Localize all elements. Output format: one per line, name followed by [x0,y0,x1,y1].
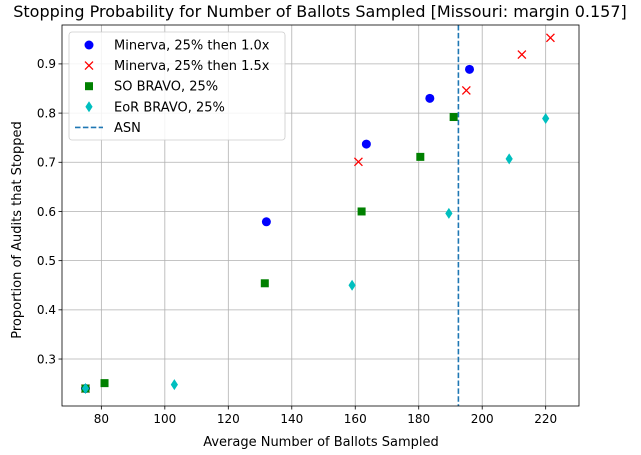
data-point [465,64,475,74]
y-tick-label: 0.9 [37,57,56,71]
x-tick-label: 160 [344,412,367,426]
x-tick-label: 200 [471,412,494,426]
legend: Minerva, 25% then 1.0x Minerva, 25% then … [68,31,286,141]
data-point [81,383,90,395]
chart-title: Stopping Probability for Number of Ballo… [13,2,627,21]
y-tick-label: 0.8 [37,106,56,120]
y-tick-label: 0.6 [37,205,56,219]
data-points [80,33,555,395]
data-point [449,113,458,122]
data-point [542,113,550,125]
x-axis-label: Average Number of Ballots Sampled [203,435,439,450]
data-point [505,153,513,165]
data-point [261,217,271,227]
data-point [348,279,356,291]
data-point [425,93,435,103]
legend-marker [84,40,94,50]
data-point [100,379,109,388]
x-tick-label: 100 [153,412,176,426]
legend-label: Minerva, 25% then 1.5x [114,59,270,74]
data-point [170,379,178,391]
legend-marker [85,101,93,113]
legend-label: EoR BRAVO, 25% [114,100,225,115]
x-tick-label: 140 [280,412,303,426]
plot-area-frame [61,24,580,407]
legend-item: ASN [75,121,141,136]
y-tick-label: 0.4 [37,303,56,317]
legend-label: SO BRAVO, 25% [114,80,218,95]
x-tick-label: 80 [94,412,109,426]
legend-item: Minerva, 25% then 1.0x [84,39,270,54]
data-point [353,157,363,167]
y-axis-label: Proportion of Audits that Stopped [10,121,25,338]
legend-label: Minerva, 25% then 1.0x [114,39,270,54]
data-point [416,152,425,161]
legend-box [68,31,286,141]
y-tick-label: 0.7 [37,156,56,170]
y-tick-label: 0.5 [37,254,56,268]
x-tick-label: 220 [534,412,557,426]
legend-item: EoR BRAVO, 25% [85,100,225,115]
x-tick-label: 120 [217,412,240,426]
legend-marker [84,61,94,71]
axis-ticks: 80 100 120 140 160 180 200 220 0.3 0.4 0.5 0.6 0.7 0.… [37,57,557,426]
legend-label: ASN [114,121,141,136]
x-tick-label: 180 [407,412,430,426]
legend-item: SO BRAVO, 25% [85,80,218,95]
data-point [260,279,269,288]
data-point [357,207,366,216]
legend-item: Minerva, 25% then 1.5x [84,59,270,74]
data-point [361,139,371,149]
legend-marker [85,82,93,91]
series-eor-bravo-25 [81,113,550,395]
data-point [445,207,453,219]
data-point [517,50,527,60]
data-point [461,86,471,95]
data-point [545,33,555,43]
y-tick-label: 0.3 [37,352,56,366]
